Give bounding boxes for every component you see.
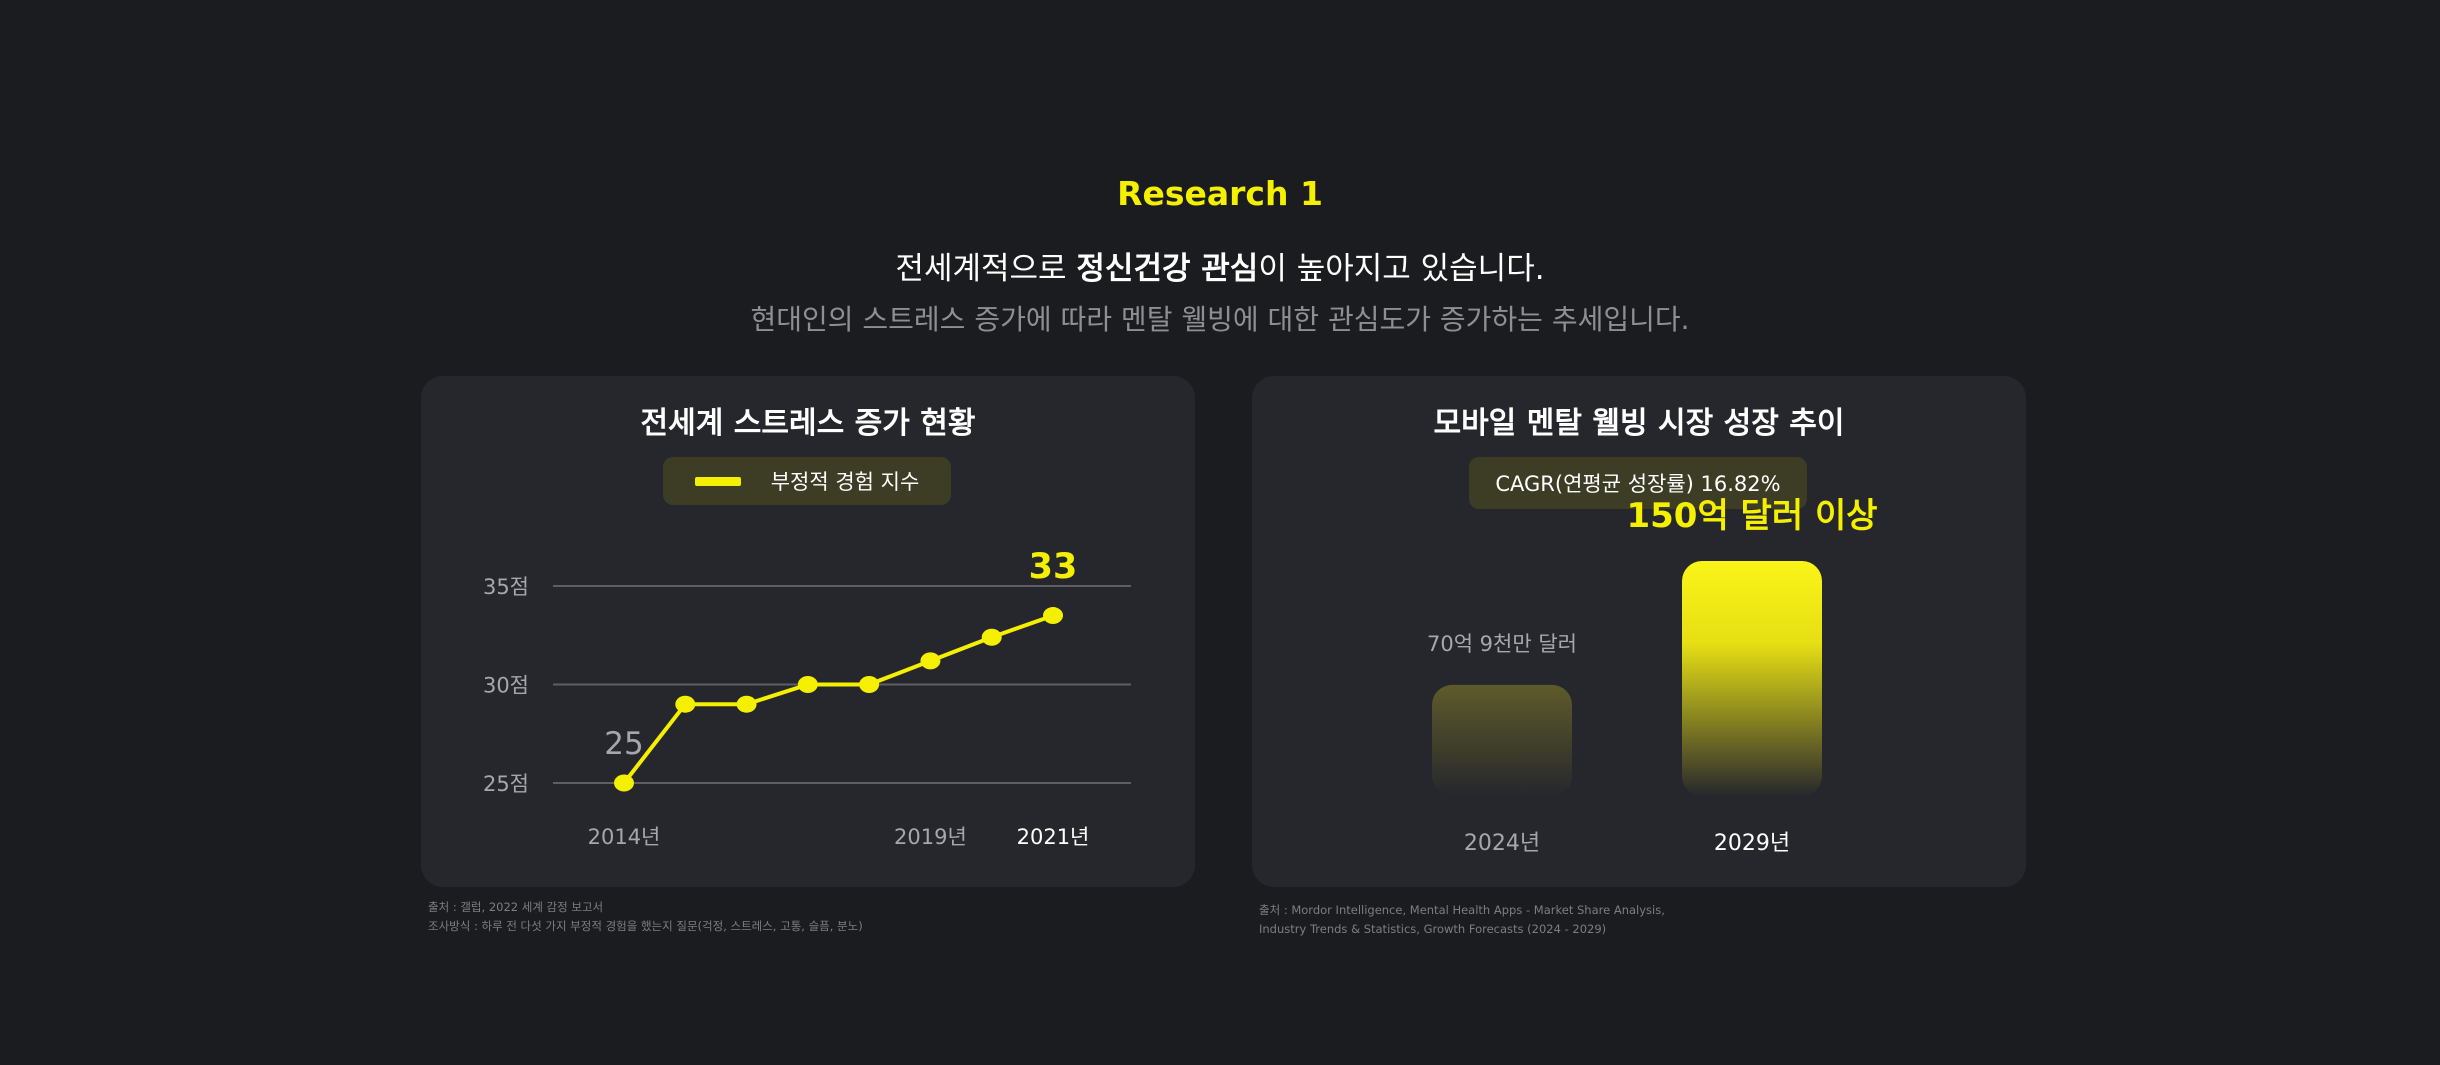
bar-value-label: 70억 9천만 달러	[1427, 632, 1577, 656]
page-subline: 현대인의 스트레스 증가에 따라 멘탈 웰빙에 대한 관심도가 증가하는 추세입…	[750, 303, 1690, 336]
data-point	[981, 628, 1002, 646]
market-bar-chart: 70억 9천만 달러 2024년 150억 달러 이상 2029년	[1427, 496, 1878, 856]
y-tick-label: 25점	[483, 772, 529, 796]
market-chart-footnote: 출처 : Mordor Intelligence, Mental Health …	[1259, 901, 1665, 939]
cagr-badge: CAGR(연평균 성장률) 16.82%	[1469, 457, 1807, 509]
stress-chart-card: 전세계 스트레스 증가 현황 부정적 경험 지수 25점 30점 35점 2014년 2…	[421, 376, 1195, 887]
headline-post: 이 높아지고 있습니다.	[1258, 251, 1545, 287]
legend-label: 부정적 경험 지수	[770, 470, 920, 494]
data-point	[920, 652, 941, 670]
stress-line-chart: 25점 30점 35점 2014년 2019년 2021년 25 33	[483, 547, 1131, 849]
footnote-source-line2: Industry Trends & Statistics, Growth For…	[1259, 922, 1607, 936]
legend-line-swatch	[694, 476, 741, 486]
bar-1	[1432, 684, 1572, 796]
bar-value-label: 150억 달러 이상	[1626, 496, 1877, 536]
footnote-method: 조사방식 : 하루 전 다섯 가지 부정적 경험을 했는지 질문(걱정, 스트레…	[428, 919, 863, 933]
data-point	[1043, 607, 1063, 625]
research-eyebrow: Research 1	[1117, 174, 1323, 213]
bar-2	[1682, 561, 1822, 796]
data-point	[859, 676, 880, 693]
series-line	[622, 613, 1054, 785]
headline-pre: 전세계적으로	[895, 251, 1077, 287]
bar-category-label: 2029년	[1714, 831, 1790, 856]
annotation-start: 25	[604, 726, 643, 762]
chart-legend: 부정적 경험 지수	[663, 457, 951, 505]
stress-chart-title: 전세계 스트레스 증가 현황	[640, 406, 976, 441]
annotation-end: 33	[1029, 547, 1078, 587]
footnote-source-line1: 출처 : Mordor Intelligence, Mental Health …	[1259, 903, 1665, 917]
y-tick-label: 35점	[483, 575, 529, 599]
x-tick-label: 2014년	[588, 825, 661, 849]
market-chart-card: 모바일 멘탈 웰빙 시장 성장 추이 CAGR(연평균 성장률) 16.82% …	[1252, 376, 2026, 887]
footnote-source: 출처 : 갤럽, 2022 세계 감정 보고서	[428, 900, 604, 914]
y-tick-label: 30점	[483, 674, 529, 698]
data-point	[736, 695, 757, 713]
x-tick-label: 2021년	[1017, 825, 1090, 849]
data-point	[675, 695, 696, 713]
data-point	[797, 676, 818, 693]
headline-bold: 정신건강 관심	[1076, 251, 1259, 287]
stress-chart-footnote: 출처 : 갤럽, 2022 세계 감정 보고서 조사방식 : 하루 전 다섯 가…	[428, 898, 863, 936]
x-tick-label: 2019년	[894, 825, 967, 849]
data-point	[614, 774, 634, 792]
market-chart-title: 모바일 멘탈 웰빙 시장 성장 추이	[1433, 406, 1845, 441]
bar-category-label: 2024년	[1464, 831, 1540, 856]
page-headline: 전세계적으로 정신건강 관심이 높아지고 있습니다.	[0, 243, 2440, 288]
